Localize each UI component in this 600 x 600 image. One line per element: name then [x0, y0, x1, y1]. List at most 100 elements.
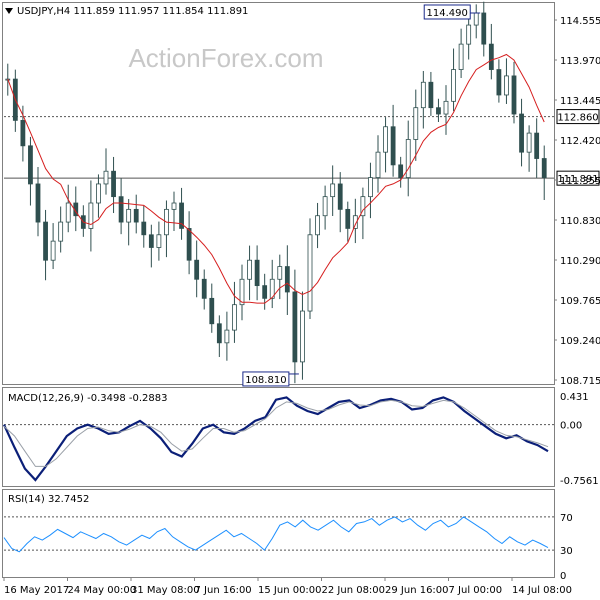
x-tick-label: 7 Jun 16:00: [195, 585, 252, 596]
candle-body: [352, 215, 358, 229]
candle-body: [526, 132, 532, 153]
candle-body: [118, 196, 124, 223]
candle-body: [473, 12, 479, 26]
candle-body: [58, 221, 64, 242]
x-tick-label: 29 Jun 16:00: [385, 585, 449, 596]
watermark: ActionForex.com: [128, 43, 323, 73]
y-tick-label: 113.970: [560, 56, 600, 67]
candle-body: [156, 234, 162, 248]
candle-body: [420, 81, 426, 109]
macd-tick-label: -0.7561: [560, 476, 599, 487]
candle-body: [368, 177, 373, 198]
candle-body: [216, 323, 222, 344]
candle-body: [96, 183, 101, 204]
rsi-line: [3, 516, 549, 553]
candle-body: [488, 43, 494, 70]
y-tick-label: 112.420: [560, 136, 600, 147]
candle-body: [428, 81, 434, 109]
x-tick-label: 14 Jul 08:00: [512, 585, 572, 596]
candle-body: [254, 259, 260, 287]
x-tick-label: 16 May 2017: [4, 585, 69, 596]
x-tick-label: 22 Jun 08:00: [322, 585, 386, 596]
y-tick-label: 109.240: [560, 336, 600, 347]
y-tick-label: 110.290: [560, 256, 600, 267]
candle-body: [28, 145, 33, 185]
candle-body: [111, 170, 116, 198]
candle-body: [541, 158, 547, 178]
candle-body: [247, 259, 252, 280]
candle-body: [20, 119, 26, 147]
y-tick-label: 110.830: [560, 216, 600, 227]
price-annotation-label: 108.810: [245, 375, 286, 386]
price-tag-box: [556, 109, 600, 125]
y-tick-label: 111.355: [560, 176, 600, 187]
x-tick-label: 31 May 08:00: [131, 585, 200, 596]
candle-body: [511, 75, 517, 115]
candle-body: [337, 183, 343, 210]
y-tick-label: 109.765: [560, 296, 600, 307]
candle-body: [201, 278, 207, 299]
candle-body: [209, 297, 215, 325]
candle-body: [232, 304, 237, 331]
rsi-tick-label: 30: [560, 546, 573, 557]
signal-line: [3, 399, 549, 467]
price-tag-label: 111.891: [557, 174, 598, 185]
triangle-down-icon[interactable]: [5, 8, 13, 14]
macd-pane-frame: [2, 387, 555, 487]
macd-pane: MACD(12,26,9) -0.3498 -0.2883 0.431 0.00 -0…: [3, 392, 599, 487]
candle-body: [466, 24, 472, 45]
candle-body: [481, 12, 487, 45]
candle-body: [496, 69, 502, 96]
candle-body: [519, 113, 524, 153]
candle-body: [307, 234, 313, 312]
price-annotation-box: [423, 4, 471, 20]
rsi-pane-frame: [2, 489, 555, 578]
candle-body: [458, 43, 464, 70]
y-tick-label: 113.445: [560, 96, 600, 107]
candle-body: [186, 228, 192, 261]
candle-body: [322, 196, 328, 217]
price-tag-box: [556, 170, 600, 186]
candle-body: [171, 202, 177, 210]
moving-average-line: [7, 53, 545, 304]
y-tick-label: 108.715: [560, 376, 600, 387]
candle-body: [262, 285, 268, 299]
candle-body: [345, 208, 351, 229]
candle-body: [405, 139, 411, 178]
x-tick-label: 7 Jul 00:00: [449, 585, 503, 596]
candle-body: [179, 202, 184, 229]
price-annotation-box: [242, 371, 290, 387]
macd-tick-label: 0.00: [560, 421, 582, 432]
candle-body: [534, 132, 540, 159]
candle-body: [383, 126, 388, 153]
candle-body: [35, 183, 41, 223]
candle-body: [292, 291, 298, 363]
candle-body: [224, 329, 230, 344]
x-tick-label: 15 Jun 00:00: [258, 585, 322, 596]
price-tag-label: 112.860: [557, 113, 598, 124]
symbol-line: USDJPY,H4 111.859 111.957 111.854 111.89…: [17, 6, 248, 17]
candle-body: [451, 69, 456, 102]
candle-body: [133, 208, 139, 223]
candle-body: [504, 75, 509, 96]
candle-body: [194, 259, 200, 280]
candle-body: [436, 107, 441, 115]
candle-body: [413, 107, 419, 140]
candle-body: [50, 240, 56, 261]
candle-body: [277, 266, 283, 280]
candle-body: [148, 234, 154, 248]
candle-body: [284, 266, 290, 293]
candle-body: [443, 100, 449, 115]
candle-body: [300, 310, 305, 363]
candle-body: [330, 183, 336, 198]
candle-body: [141, 221, 147, 236]
rsi-tick-label: 0: [560, 571, 566, 582]
candle-body: [360, 196, 366, 217]
candle-body: [126, 208, 132, 223]
rsi-title: RSI(14) 32.7452: [8, 494, 89, 505]
candle-body: [43, 221, 48, 261]
candle-body: [269, 278, 275, 299]
